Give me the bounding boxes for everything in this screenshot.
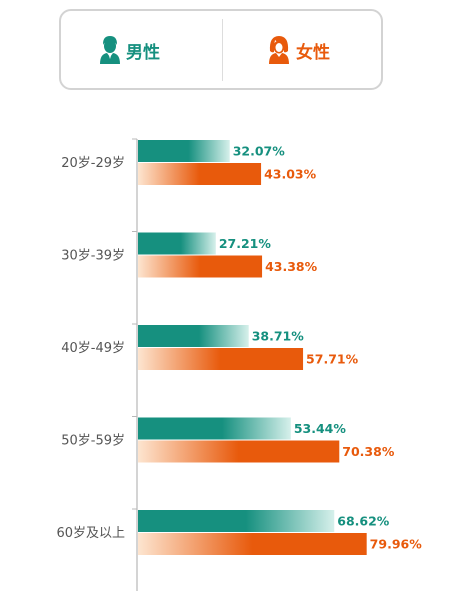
category-label: 30岁-39岁 xyxy=(61,249,125,264)
category-label: 60岁及以上 xyxy=(56,526,125,541)
bar-male xyxy=(138,417,291,440)
bar-female xyxy=(138,255,263,278)
category-label: 40岁-49岁 xyxy=(61,341,125,356)
value-label-male: 68.62% xyxy=(337,514,390,529)
bar-male xyxy=(138,140,230,162)
value-label-male: 27.21% xyxy=(219,236,272,251)
legend-item-female: 女性 xyxy=(267,33,330,67)
male-avatar-icon xyxy=(99,35,121,65)
female-avatar-icon xyxy=(267,35,291,65)
legend-box: 男性 女性 xyxy=(59,9,383,90)
value-label-female: 57.71% xyxy=(306,352,359,367)
value-label-female: 70.38% xyxy=(342,444,395,459)
bar-male xyxy=(138,510,335,532)
legend-label-male: 男性 xyxy=(126,42,160,63)
legend-divider xyxy=(222,19,223,81)
bar-female xyxy=(138,440,340,463)
bar-female xyxy=(138,348,304,370)
value-label-female: 79.96% xyxy=(370,537,423,552)
category-label: 50岁-59岁 xyxy=(61,434,125,449)
legend-item-male: 男性 xyxy=(99,33,160,67)
legend-label-female: 女性 xyxy=(296,42,330,63)
value-label-male: 53.44% xyxy=(294,421,347,436)
value-label-male: 32.07% xyxy=(233,144,286,159)
bar-male xyxy=(138,232,216,255)
value-label-female: 43.38% xyxy=(265,259,318,274)
bar-male xyxy=(138,325,249,347)
category-label: 20岁-29岁 xyxy=(61,156,125,171)
value-label-female: 43.03% xyxy=(264,167,317,182)
bar-female xyxy=(138,163,262,185)
value-label-male: 38.71% xyxy=(252,329,305,344)
bar-female xyxy=(138,533,367,555)
